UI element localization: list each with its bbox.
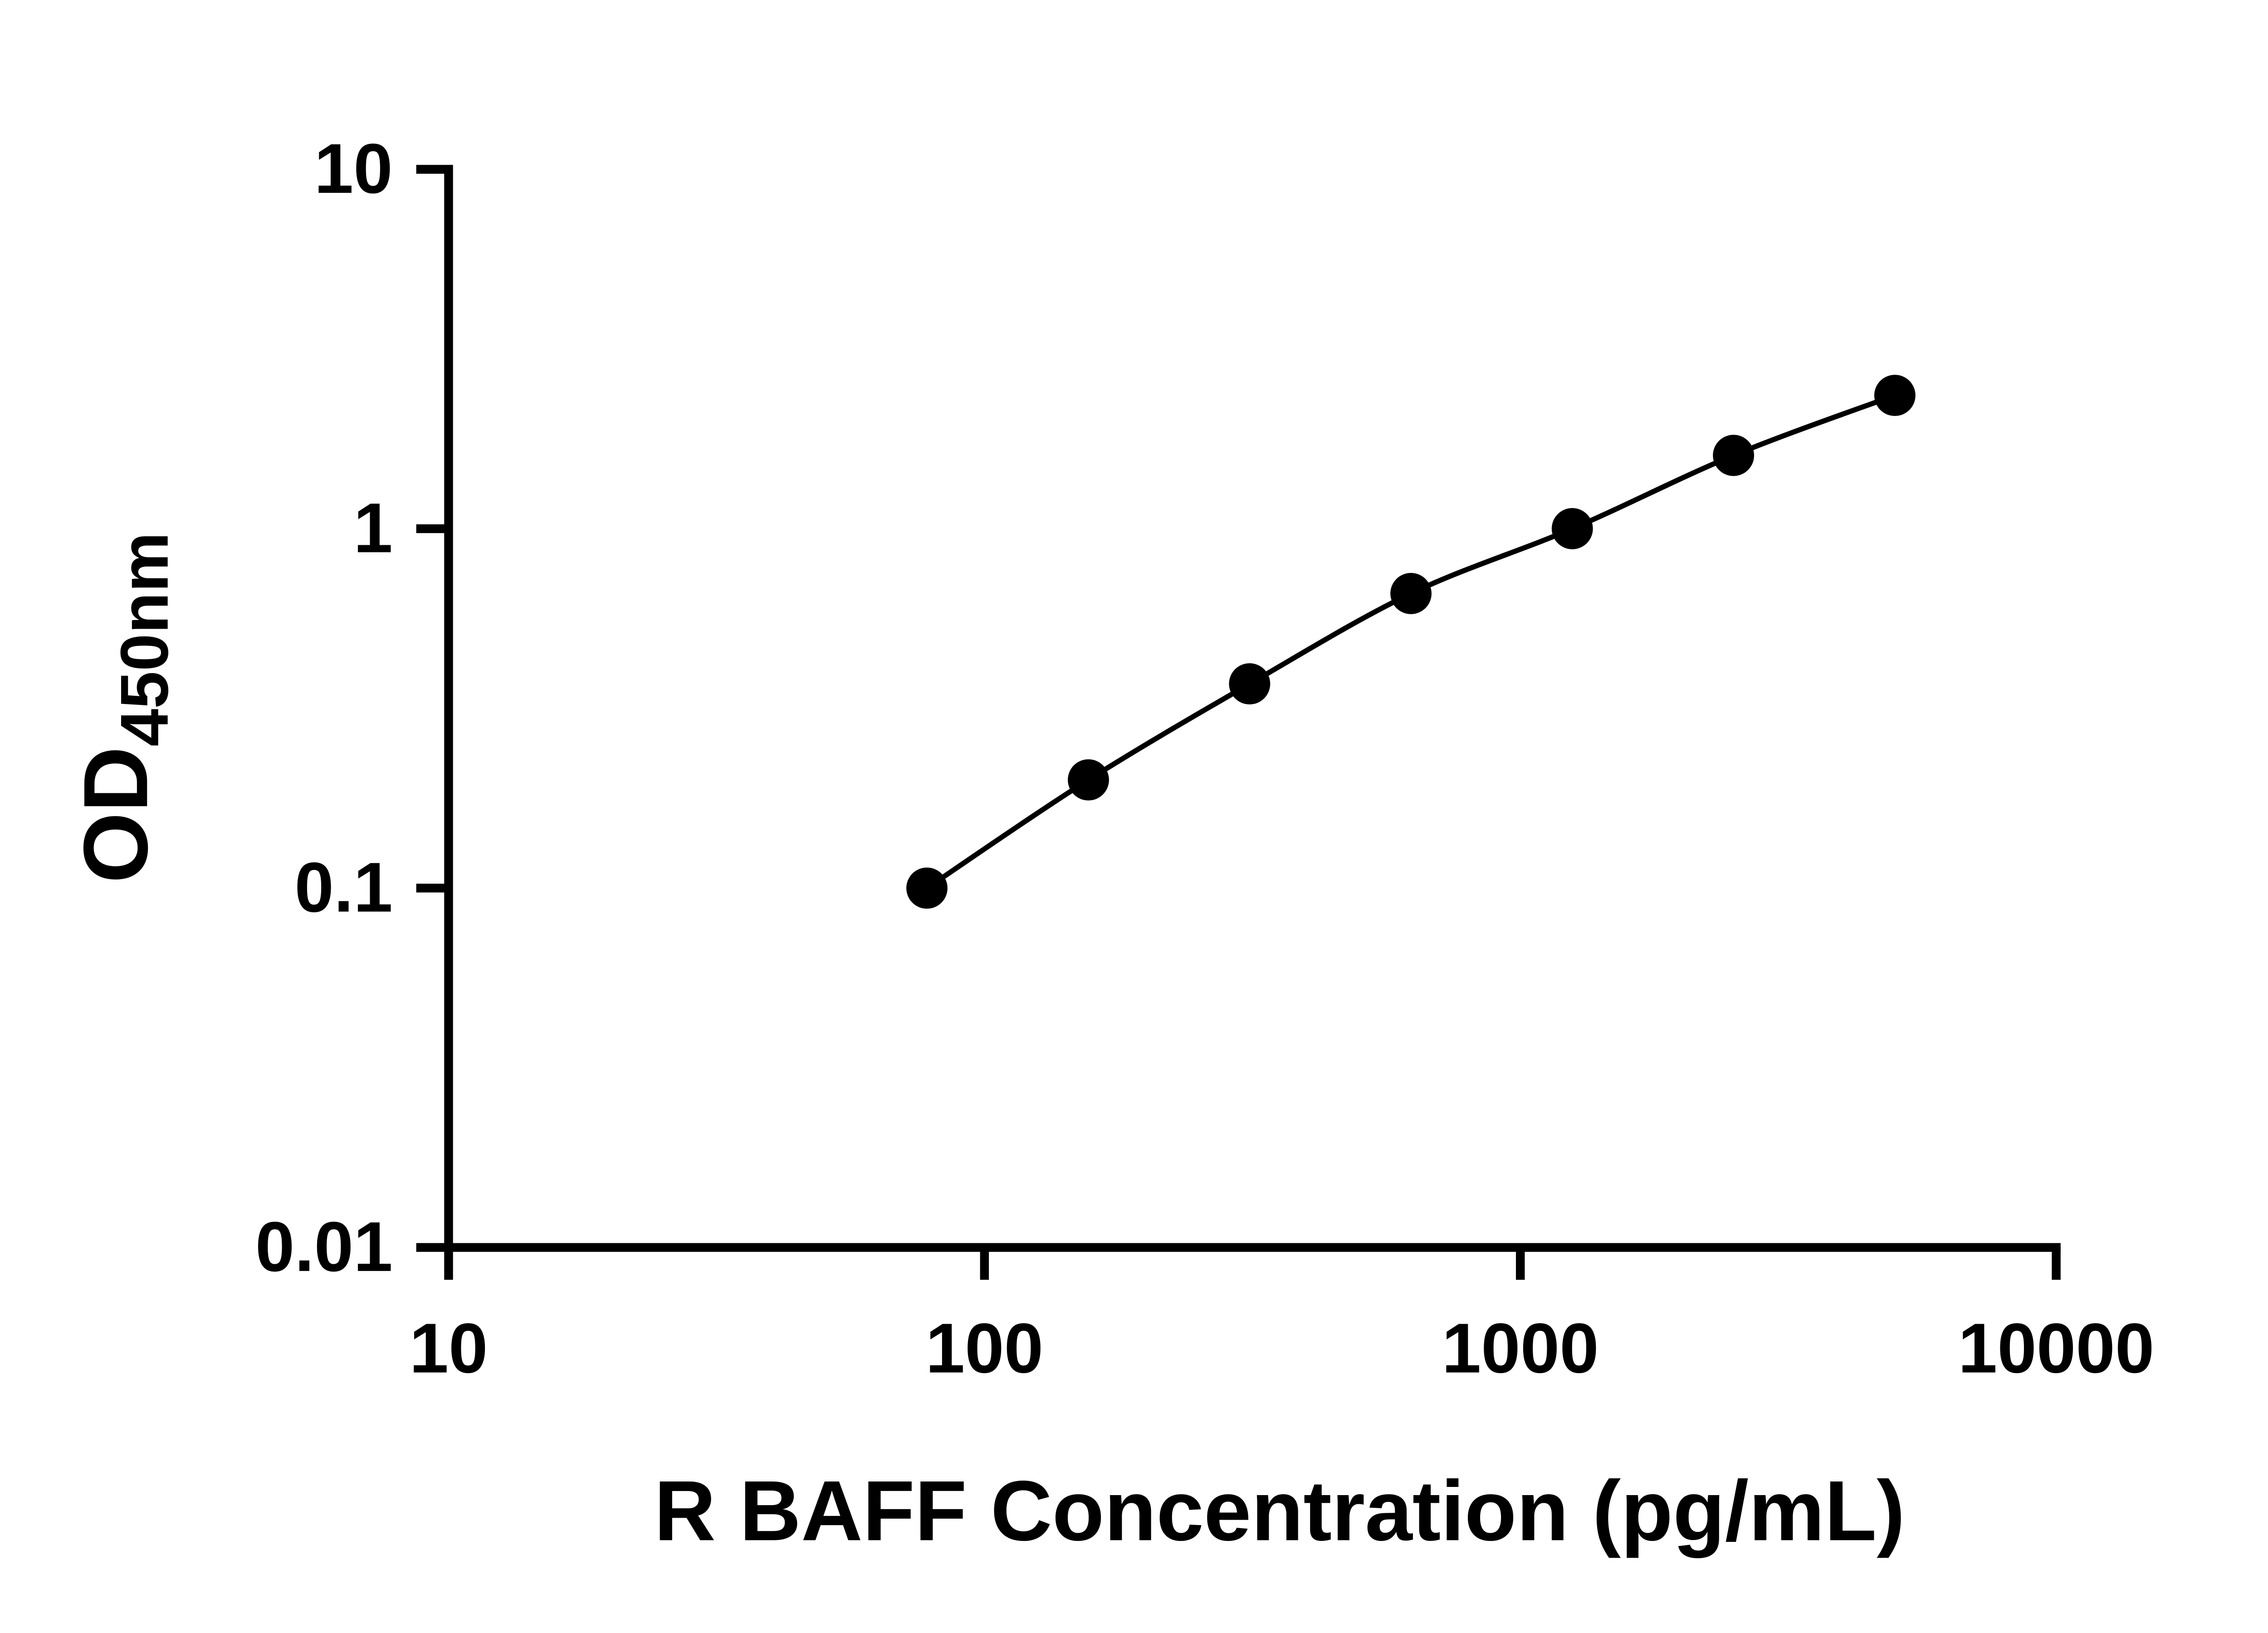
x-tick-label: 100	[926, 1309, 1044, 1388]
data-point	[906, 867, 948, 909]
standard-curve-line	[925, 393, 1896, 890]
y-axis-title-sub: 450nm	[107, 532, 182, 747]
data-point	[1390, 573, 1432, 614]
y-axis-title-main: OD	[64, 747, 166, 884]
x-tick-label: 1000	[1442, 1309, 1599, 1388]
y-axis-title: OD450nm	[64, 532, 182, 883]
data-point	[1229, 663, 1271, 704]
data-point	[1713, 435, 1755, 476]
y-tick-label: 0.01	[255, 1207, 393, 1286]
x-axis-title: R BAFF Concentration (pg/mL)	[654, 1463, 1905, 1558]
y-tick-label: 1	[353, 488, 393, 567]
x-tick-label: 10000	[1958, 1309, 2155, 1388]
y-axis: 0.01 0.1 1 10	[255, 129, 453, 1286]
y-tick-label: 0.1	[294, 848, 392, 927]
data-point	[1068, 759, 1109, 801]
data-point	[1874, 375, 1916, 416]
data-point	[1551, 508, 1593, 549]
x-tick-label: 10	[409, 1309, 488, 1388]
x-axis: 10 100 1000 10000	[409, 1243, 2155, 1388]
curve-path	[925, 393, 1896, 890]
data-points	[906, 375, 1916, 909]
y-tick-label: 10	[314, 129, 393, 208]
